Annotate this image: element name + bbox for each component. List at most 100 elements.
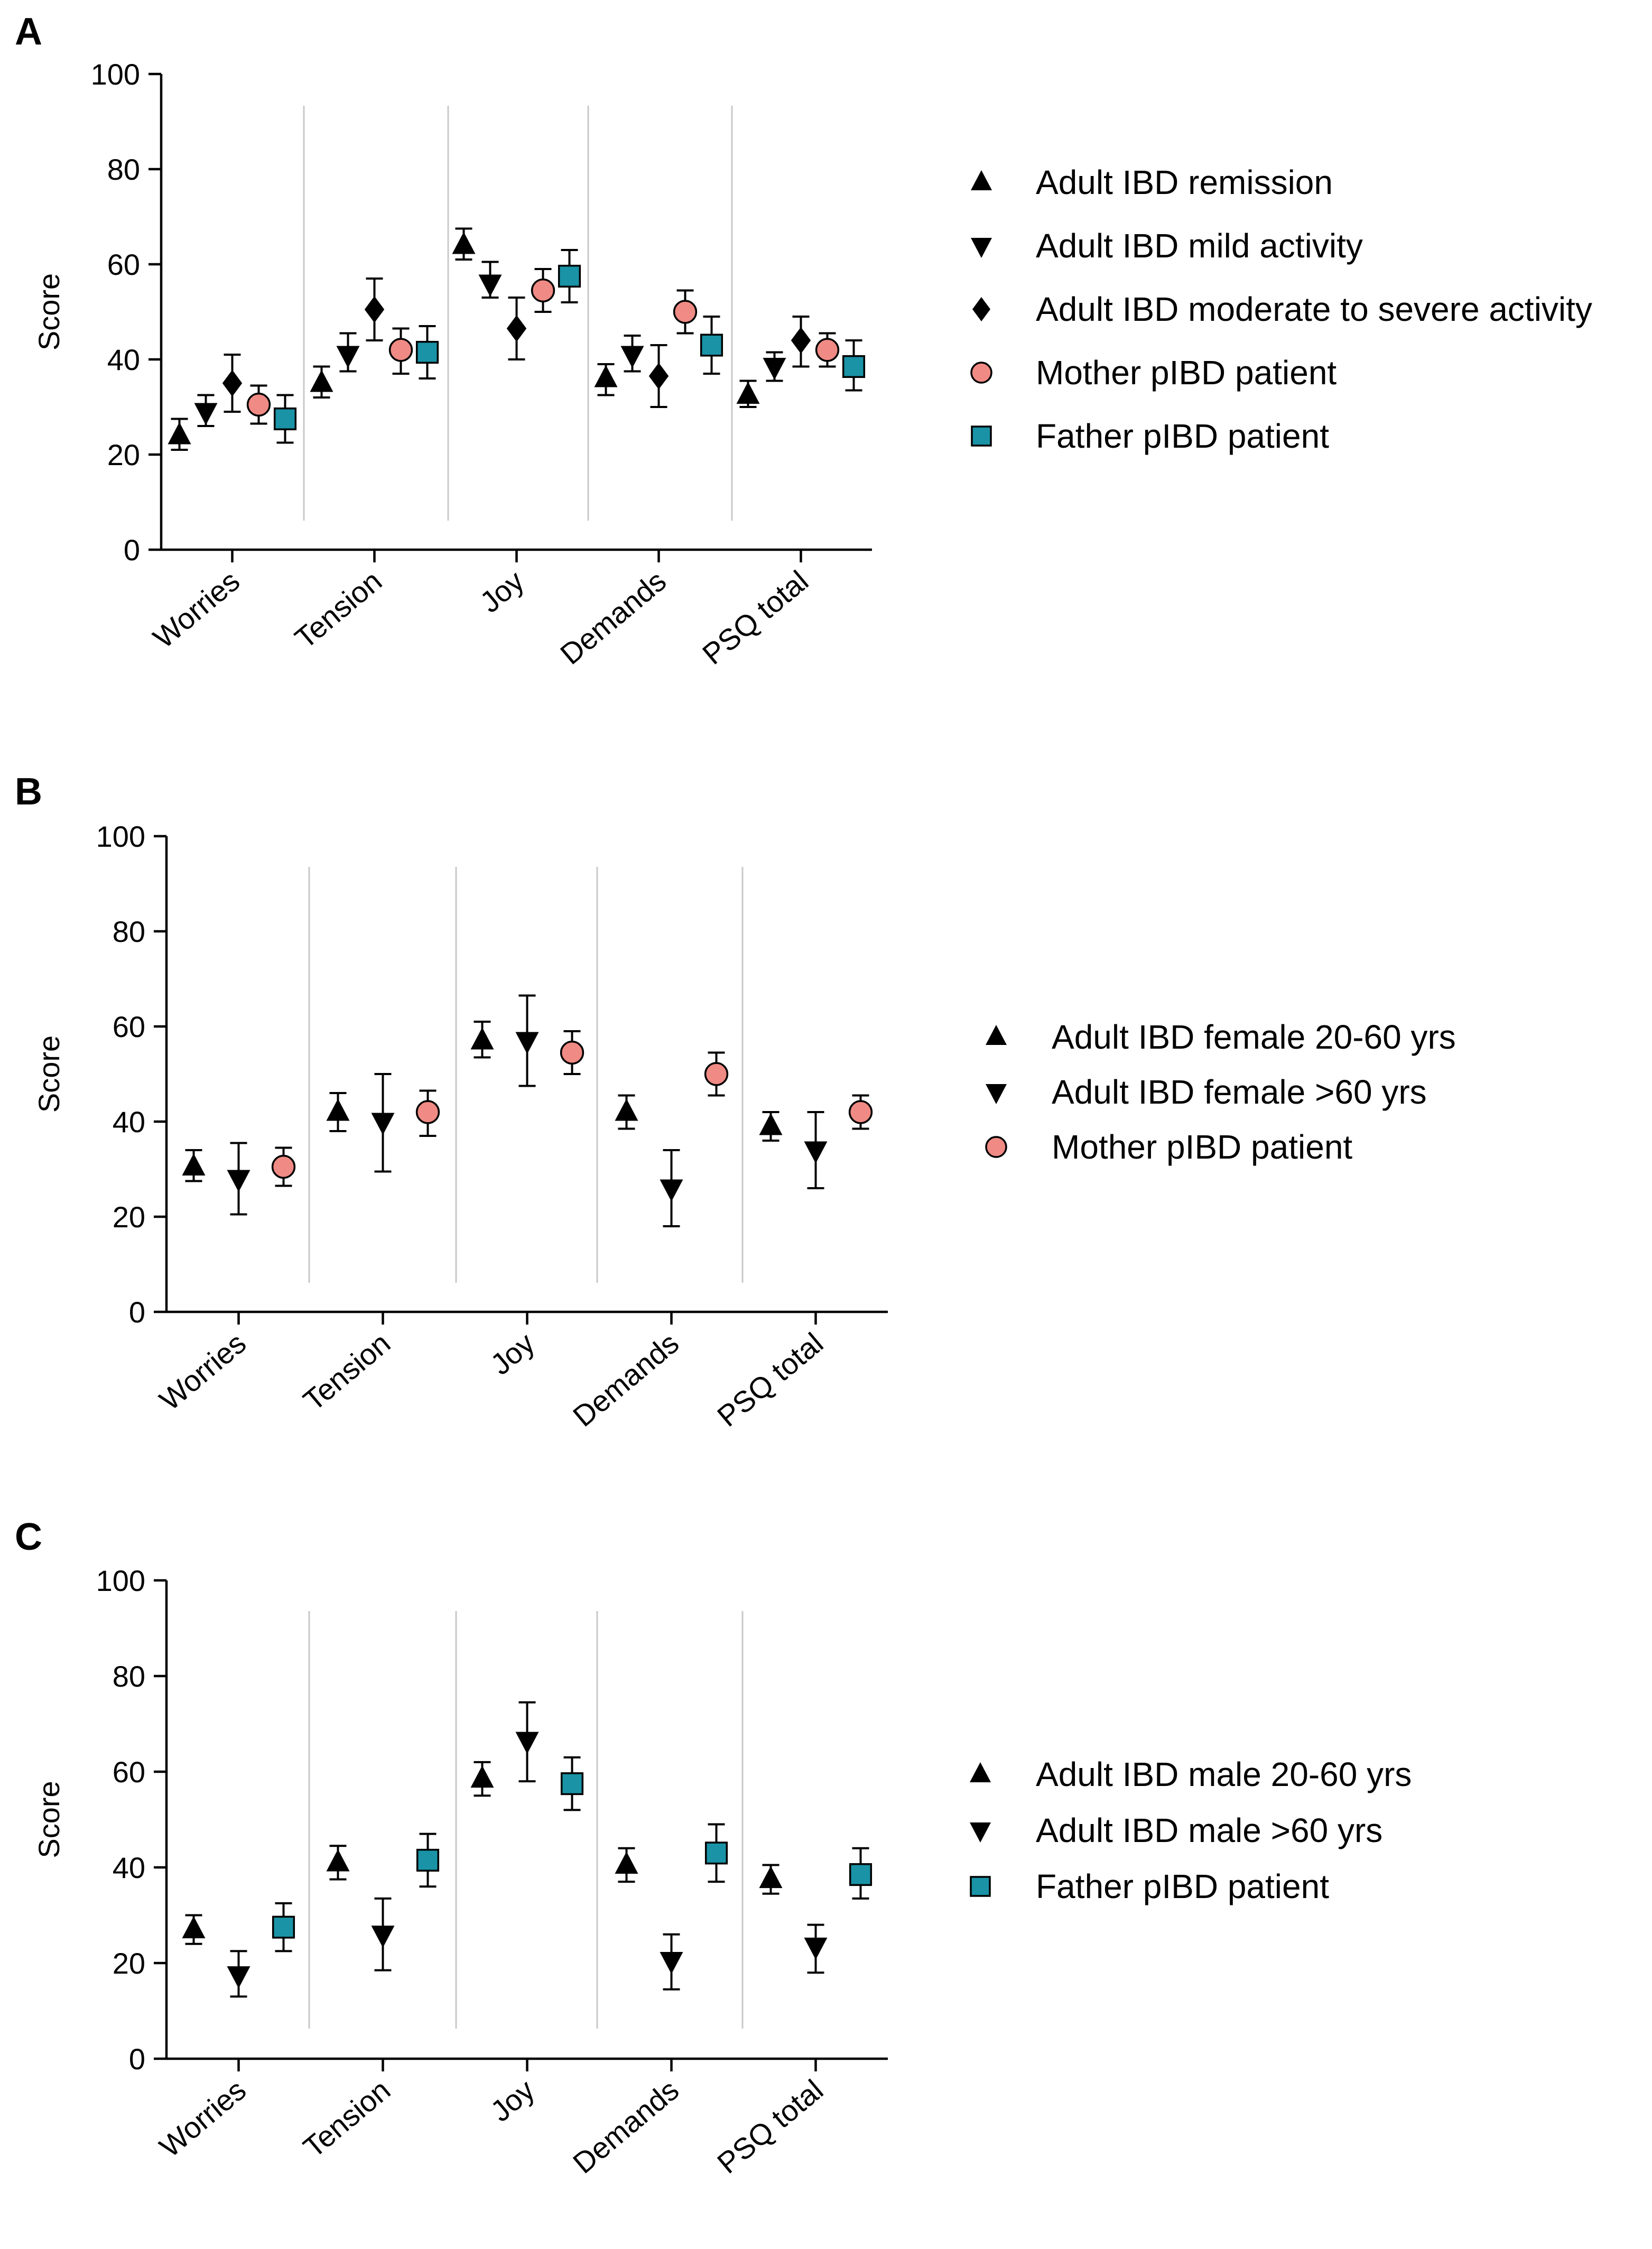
data-point <box>371 1926 395 1948</box>
data-point <box>804 1141 828 1164</box>
x-tick-label: Demands <box>567 2073 685 2180</box>
legend-marker <box>970 1822 991 1843</box>
legend-label: Father pIBD patient <box>1036 1867 1329 1905</box>
y-tick-label: 80 <box>107 153 140 186</box>
legend-label: Mother pIBD patient <box>1052 1128 1352 1166</box>
legend-label: Adult IBD female 20-60 yrs <box>1052 1018 1456 1056</box>
data-point <box>227 1170 250 1192</box>
legend-marker <box>986 1084 1007 1104</box>
x-tick-label: Demands <box>554 564 672 671</box>
x-tick-label: Joy <box>484 1326 541 1381</box>
legend-marker <box>970 362 992 384</box>
data-point <box>470 1027 494 1050</box>
legend-marker <box>970 1876 991 1897</box>
data-point <box>849 1863 873 1886</box>
y-axis-label: Score <box>32 1035 66 1113</box>
legend-label: Adult IBD mild activity <box>1036 227 1363 265</box>
legend-marker <box>972 297 990 321</box>
legend-label: Adult IBD remission <box>1036 163 1333 201</box>
legend-marker <box>971 425 992 447</box>
legend-label: Adult IBD male 20-60 yrs <box>1036 1755 1412 1793</box>
y-tick-label: 100 <box>96 820 145 853</box>
y-tick-label: 60 <box>107 248 140 281</box>
data-point <box>620 346 644 368</box>
data-point <box>515 1032 539 1054</box>
data-point <box>273 407 297 431</box>
data-point <box>700 334 723 357</box>
legend-label: Adult IBD male >60 yrs <box>1036 1811 1382 1849</box>
x-tick-label: Tension <box>289 564 388 655</box>
x-tick-label: Worries <box>153 2073 252 2164</box>
legend-label: Father pIBD patient <box>1036 417 1329 455</box>
legend-marker <box>971 170 992 190</box>
y-tick-label: 60 <box>113 1010 145 1043</box>
y-axis-label: Score <box>32 1781 66 1858</box>
panel-label: B <box>15 771 42 813</box>
data-point <box>673 300 698 324</box>
data-point <box>660 1179 683 1202</box>
data-point <box>842 355 866 378</box>
x-tick-label: PSQ total <box>696 564 814 671</box>
data-point <box>272 1915 295 1939</box>
data-point <box>736 382 760 404</box>
data-point <box>227 1966 250 1988</box>
y-tick-label: 20 <box>113 1200 145 1234</box>
data-point <box>660 1951 683 1974</box>
legend-label: Adult IBD moderate to severe activity <box>1036 290 1592 328</box>
data-point <box>531 278 555 303</box>
x-tick-label: Joy <box>474 564 530 619</box>
panel-label: C <box>15 1516 42 1558</box>
data-point <box>848 1100 873 1124</box>
data-point <box>558 264 581 288</box>
data-point <box>194 403 218 425</box>
data-point <box>326 1849 350 1872</box>
data-point <box>371 1113 395 1135</box>
data-point <box>222 369 243 397</box>
y-tick-label: 60 <box>113 1755 145 1789</box>
x-tick-label: Demands <box>567 1326 685 1433</box>
data-point <box>506 315 527 342</box>
y-tick-label: 0 <box>129 2042 145 2076</box>
data-point <box>416 1848 440 1872</box>
data-point <box>704 1841 728 1865</box>
y-tick-label: 20 <box>107 438 140 471</box>
data-point <box>791 327 811 354</box>
data-point <box>648 363 669 390</box>
x-tick-label: Tension <box>297 2073 396 2164</box>
y-tick-label: 40 <box>113 1105 145 1139</box>
data-point <box>763 358 786 380</box>
y-tick-label: 100 <box>91 58 140 91</box>
panel-b: B 0 20 40 60 80 100 Score Worries Tension Joy Deman… <box>15 771 1456 1433</box>
y-tick-label: 40 <box>113 1851 145 1884</box>
panel-c: C 0 20 40 60 80 100 Score Worries Tension Joy Deman… <box>15 1516 1412 2180</box>
data-point <box>759 1113 783 1135</box>
data-point <box>310 369 333 392</box>
x-tick-label: Worries <box>147 564 246 655</box>
data-point <box>246 392 271 417</box>
y-tick-label: 0 <box>124 533 140 567</box>
data-point <box>704 1062 729 1086</box>
data-point <box>388 338 413 362</box>
panel-a: A 0 20 40 60 80 100 Score Worries Tension Joy Deman… <box>15 11 1592 671</box>
y-tick-label: 40 <box>107 343 140 376</box>
data-point <box>815 338 840 362</box>
data-point <box>515 1732 539 1754</box>
y-tick-label: 20 <box>113 1947 145 1980</box>
y-axis-label: Score <box>32 273 66 350</box>
legend-label: Adult IBD female >60 yrs <box>1052 1073 1427 1111</box>
y-tick-label: 0 <box>129 1295 145 1329</box>
data-point <box>560 1040 584 1065</box>
data-point <box>594 365 618 387</box>
data-point <box>478 274 502 297</box>
data-point <box>168 422 191 445</box>
data-point <box>271 1154 296 1179</box>
y-tick-label: 80 <box>113 915 145 948</box>
x-tick-label: PSQ total <box>711 1326 829 1433</box>
x-tick-label: Joy <box>484 2073 541 2128</box>
data-point <box>415 1100 440 1124</box>
data-point <box>415 340 439 364</box>
data-point <box>182 1153 206 1176</box>
x-tick-label: Worries <box>153 1326 252 1417</box>
data-point <box>326 1098 350 1121</box>
